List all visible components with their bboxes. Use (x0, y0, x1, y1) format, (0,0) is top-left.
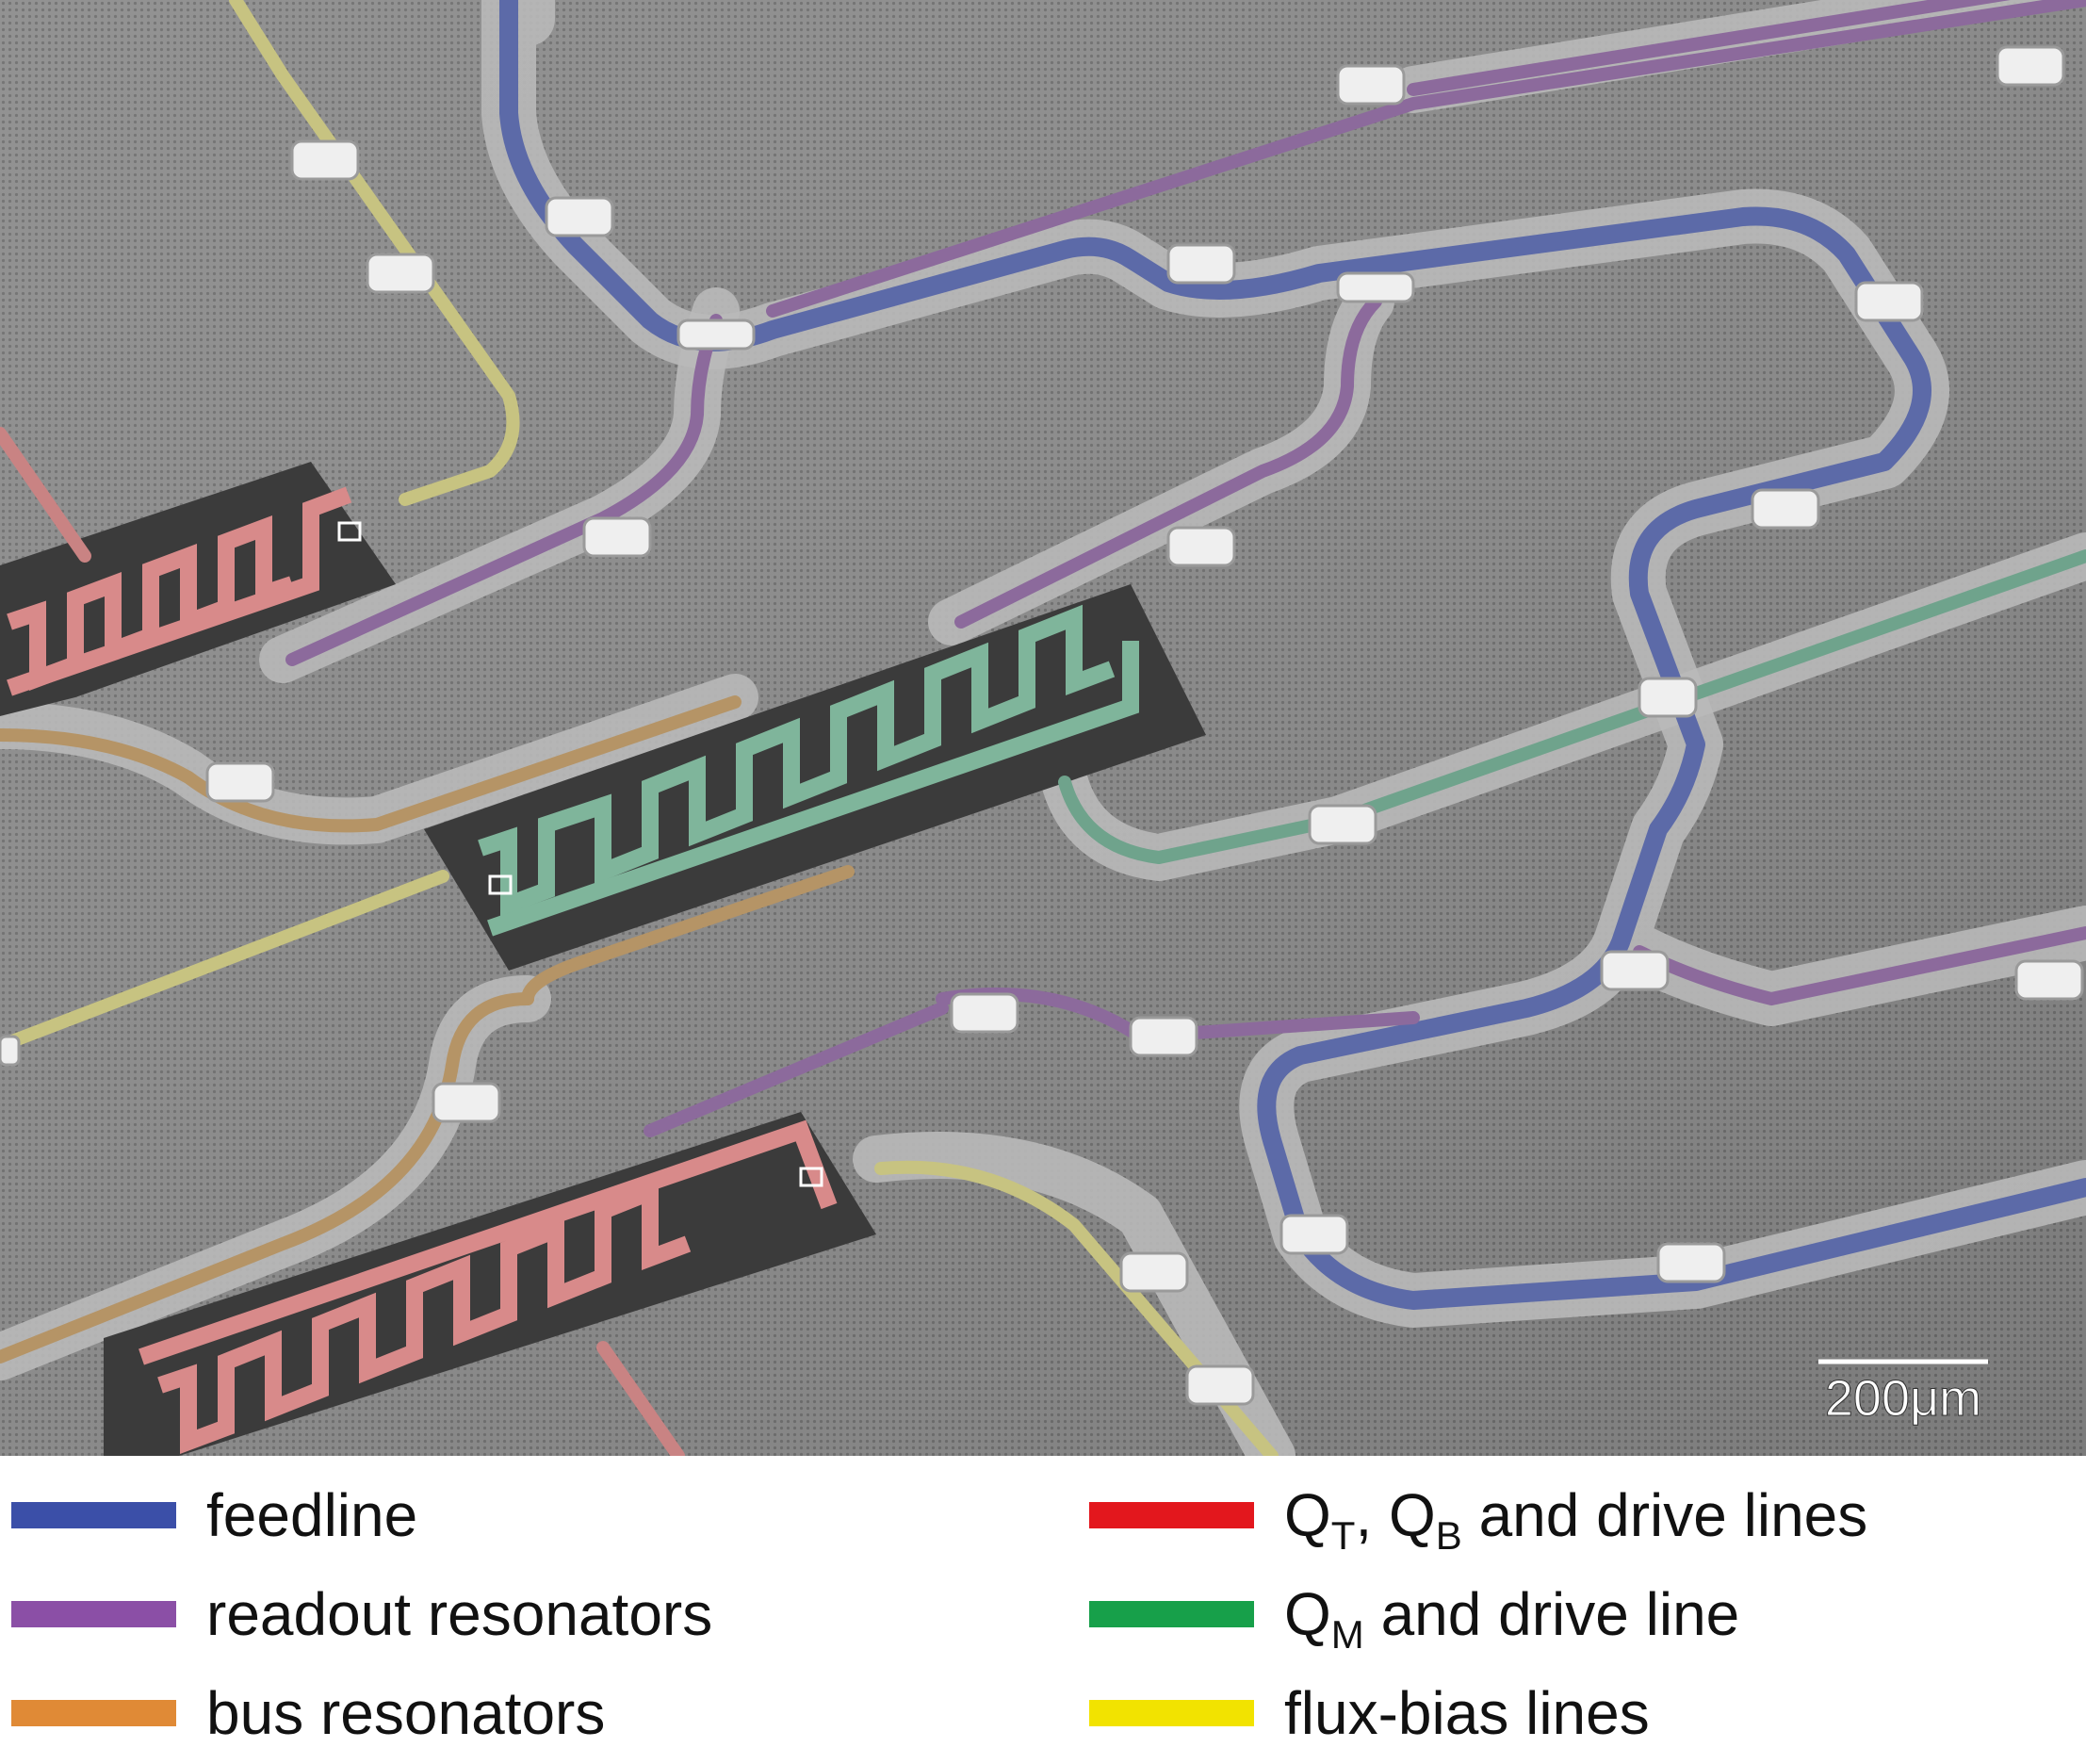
readout-resonator-3 (285, 314, 723, 666)
qubit-qm (478, 604, 1139, 937)
swatch-flux-bias-lines (1089, 1700, 1254, 1726)
scale-bar-label: 200μm (1825, 1370, 1981, 1427)
qubit-qb-pad (104, 1112, 876, 1456)
legend-item-qm-drive-line: QM and drive line (1089, 1572, 1739, 1657)
flux-bias-line-mid (0, 870, 449, 1053)
legend-label: feedline (206, 1481, 418, 1549)
swatch-bus-resonators (11, 1700, 176, 1726)
legend-label: QT, QB and drive lines (1284, 1481, 1868, 1558)
readout-resonator-2 (766, 0, 2086, 318)
flux-bias-line-bottom (874, 1160, 1279, 1456)
scale-bar: 200μm (1818, 1359, 1988, 1428)
legend-item-bus-resonators: bus resonators (11, 1671, 605, 1756)
qubit-qb (139, 1119, 838, 1454)
swatch-feedline (11, 1502, 176, 1528)
bus-resonator-3 (521, 865, 855, 1005)
qt-drive-line (0, 427, 91, 563)
legend-label: readout resonators (206, 1580, 713, 1648)
legend-label: bus resonators (206, 1679, 606, 1747)
swatch-qt-qb-drive-lines (1089, 1502, 1254, 1528)
readout-resonator-1 (1407, 0, 2011, 96)
legend: feedline readout resonators bus resonato… (0, 1456, 2086, 1764)
sem-micrograph: 200μm (0, 0, 2086, 1456)
legend-item-feedline: feedline (11, 1473, 417, 1558)
readout-resonator-6 (644, 1002, 949, 1137)
qubit-qt (7, 486, 352, 696)
qb-drive-line (596, 1341, 685, 1456)
legend-item-qt-qb-drive-lines: QT, QB and drive lines (1089, 1473, 1867, 1558)
swatch-readout-resonators (11, 1601, 176, 1627)
readout-resonator-4 (954, 295, 1382, 629)
legend-label: QM and drive line (1284, 1580, 1740, 1657)
legend-item-readout-resonators: readout resonators (11, 1572, 712, 1657)
qm-drive-line (1058, 549, 2086, 864)
swatch-qm-drive-line (1089, 1601, 1254, 1627)
air-bridges (0, 45, 2084, 1406)
legend-label: flux-bias lines (1284, 1679, 1650, 1747)
legend-item-flux-bias-lines: flux-bias lines (1089, 1671, 1650, 1756)
flux-bias-line-top (229, 0, 520, 506)
bus-resonator-1 (0, 695, 742, 833)
